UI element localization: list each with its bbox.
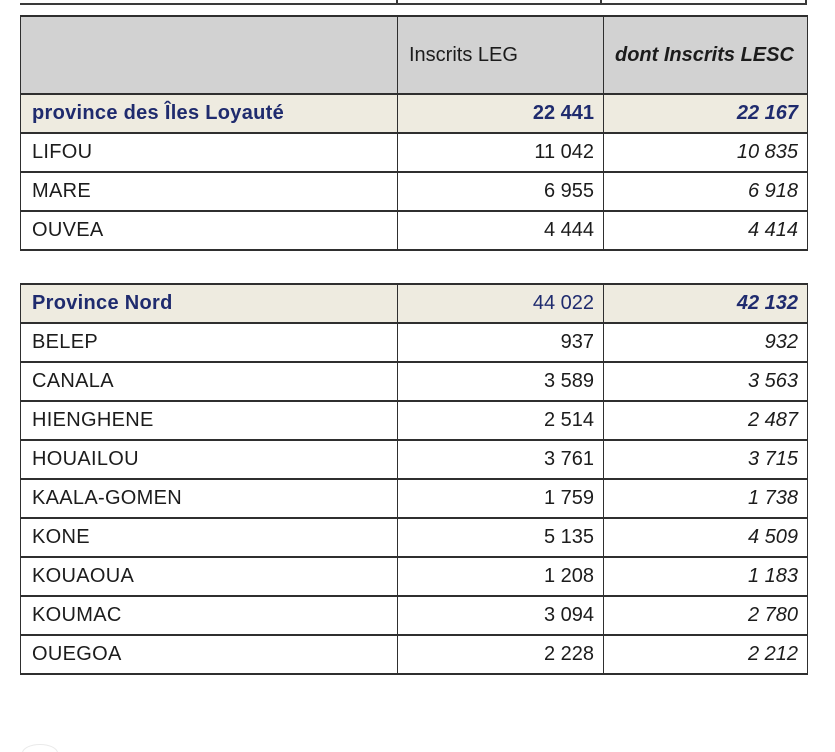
inscrits-lesc-value: 2 212 [603,634,808,675]
inscrits-leg-value: 11 042 [397,132,604,173]
commune-name: MARE [20,171,398,212]
inscrits-leg-value: 2 228 [397,634,604,675]
province-name: Province Nord [20,283,398,324]
inscrits-leg-value: 6 955 [397,171,604,212]
inscrits-lesc-value: 4 414 [603,210,808,251]
inscrits-leg-value: 4 444 [397,210,604,251]
commune-name: KOUMAC [20,595,398,636]
commune-name: OUEGOA [20,634,398,675]
table-province-nord: Province Nord 44 022 42 132 BELEP 937 93… [20,283,808,675]
inscrits-lesc-value: 4 509 [603,517,808,558]
inscrits-lesc-total: 42 132 [603,283,808,324]
inscrits-leg-value: 3 761 [397,439,604,480]
inscrits-leg-value: 937 [397,322,604,363]
table-header-row: Inscrits LEG dont Inscrits LESC [20,15,808,95]
commune-name: HIENGHENE [20,400,398,441]
commune-name: HOUAILOU [20,439,398,480]
commune-name: BELEP [20,322,398,363]
inscrits-leg-value: 5 135 [397,517,604,558]
inscrits-lesc-total: 22 167 [603,93,808,134]
summary-row-iles-loyaute: province des Îles Loyauté 22 441 22 167 [20,93,808,134]
inscrits-leg-total: 22 441 [397,93,604,134]
commune-name: OUVEA [20,210,398,251]
cropped-border-tick [805,0,807,3]
table-row: KONE 5 135 4 509 [20,517,808,558]
province-name: province des Îles Loyauté [20,93,398,134]
inscrits-leg-value: 3 094 [397,595,604,636]
table-row: HIENGHENE 2 514 2 487 [20,400,808,441]
inscrits-lesc-value: 2 487 [603,400,808,441]
inscrits-lesc-value: 3 715 [603,439,808,480]
inscrits-lesc-value: 1 738 [603,478,808,519]
inscrits-lesc-value: 10 835 [603,132,808,173]
inscrits-leg-value: 1 759 [397,478,604,519]
inscrits-leg-value: 3 589 [397,361,604,402]
commune-name: LIFOU [20,132,398,173]
table-row: KOUAOUA 1 208 1 183 [20,556,808,597]
cropped-border-tick [396,0,398,3]
cropped-table-bottom-border [20,3,807,5]
table-row: LIFOU 11 042 10 835 [20,132,808,173]
table-province-iles-loyaute: Inscrits LEG dont Inscrits LESC province… [20,15,808,251]
inscrits-lesc-value: 6 918 [603,171,808,212]
table-row: OUVEA 4 444 4 414 [20,210,808,251]
commune-name: KAALA-GOMEN [20,478,398,519]
table-row: MARE 6 955 6 918 [20,171,808,212]
table-row: KAALA-GOMEN 1 759 1 738 [20,478,808,519]
inscrits-leg-total: 44 022 [397,283,604,324]
header-inscrits-leg: Inscrits LEG [397,15,604,95]
cropped-faint-mark [22,744,58,752]
table-row: BELEP 937 932 [20,322,808,363]
table-row: KOUMAC 3 094 2 780 [20,595,808,636]
commune-name: CANALA [20,361,398,402]
summary-row-province-nord: Province Nord 44 022 42 132 [20,283,808,324]
inscrits-leg-value: 2 514 [397,400,604,441]
table-row: OUEGOA 2 228 2 212 [20,634,808,675]
cropped-border-tick [600,0,602,3]
inscrits-lesc-value: 3 563 [603,361,808,402]
inscrits-leg-value: 1 208 [397,556,604,597]
inscrits-lesc-value: 2 780 [603,595,808,636]
inscrits-lesc-value: 932 [603,322,808,363]
table-row: HOUAILOU 3 761 3 715 [20,439,808,480]
commune-name: KOUAOUA [20,556,398,597]
header-empty-cell [20,15,398,95]
inscrits-lesc-value: 1 183 [603,556,808,597]
commune-name: KONE [20,517,398,558]
header-dont-inscrits-lesc: dont Inscrits LESC [603,15,808,95]
table-row: CANALA 3 589 3 563 [20,361,808,402]
